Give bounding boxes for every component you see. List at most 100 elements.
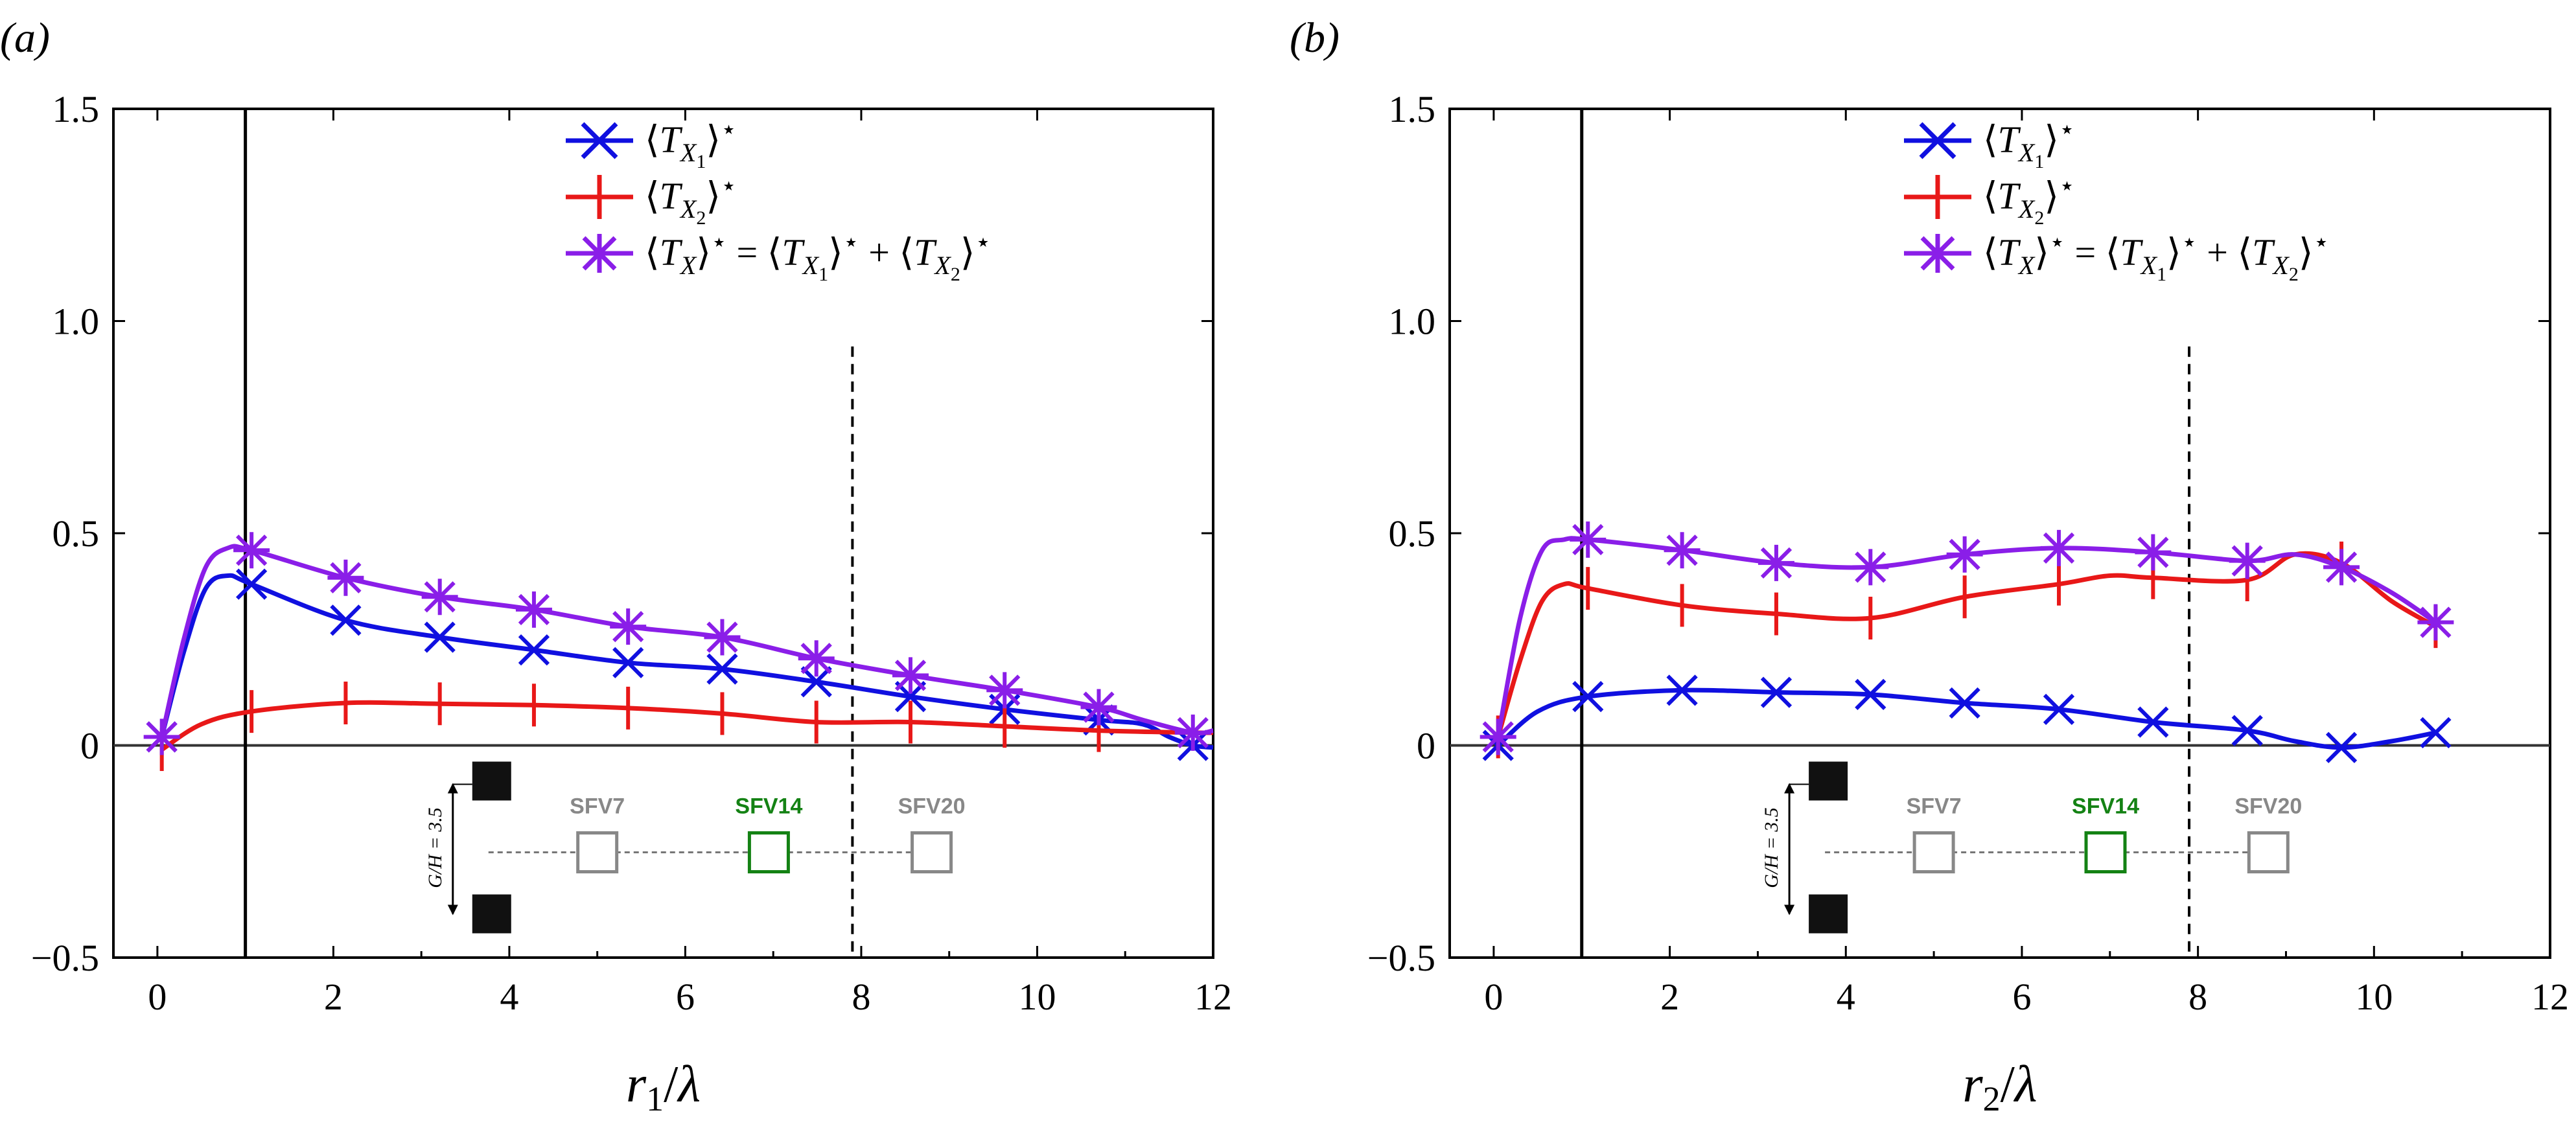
y-tick-label: 0: [1417, 725, 1435, 767]
marker-tx: [1852, 549, 1889, 586]
obstacle-top: [472, 761, 511, 801]
marker-tx: [1946, 536, 1983, 573]
x-tick-label: 10: [2355, 976, 2393, 1018]
legend-entry-tx2: ⟨TX2⟩⋆: [645, 171, 737, 229]
chart-panel-a: (a) 0 2 4 6 8 10 12 −0.5 0 0.5 1.0 1.5 r1/λ G/H = 3.5 S…: [0, 14, 1232, 1118]
marker-tx: [421, 579, 458, 616]
y-tick-label: −0.5: [1367, 937, 1435, 979]
gap-arrowhead-top: [1784, 783, 1795, 794]
x-tick-label: 8: [2188, 976, 2207, 1018]
marker-tx: [1174, 714, 1211, 751]
marker-tx: [798, 640, 835, 677]
marker-tx: [1664, 532, 1700, 569]
sfv-label: SFV20: [2234, 794, 2302, 819]
marker-tx: [233, 532, 270, 569]
sfv-box: [747, 831, 790, 873]
marker-tx1: [1855, 678, 1886, 711]
x-axis-label: r2/λ: [1962, 1056, 2037, 1118]
x-tick-label: 10: [1018, 976, 1056, 1018]
legend: ⟨TX1⟩⋆⟨TX2⟩⋆⟨TX⟩⋆ = ⟨TX1⟩⋆ + ⟨TX2⟩⋆: [1904, 115, 2330, 285]
legend-entry-tx1: ⟨TX1⟩⋆: [645, 115, 737, 172]
sfv-label: SFV14: [735, 794, 802, 819]
gap-arrowhead-top: [447, 783, 458, 794]
chart-panel-b: (b) 0 2 4 6 8 10 12 −0.5 0 0.5 1.0 1.5 r2/λ G/H = 3.5 S…: [1290, 14, 2569, 1118]
marker-tx: [327, 559, 364, 596]
series-line-tx2: [1496, 551, 2437, 738]
sfv-label: SFV14: [2072, 794, 2139, 819]
marker-tx1: [2137, 706, 2169, 738]
legend-entry-tx: ⟨TX⟩⋆ = ⟨TX1⟩⋆ + ⟨TX2⟩⋆: [645, 227, 992, 285]
x-tick-label: 0: [1484, 976, 1503, 1018]
marker-tx: [1570, 521, 1607, 558]
y-tick-label: 0.5: [1389, 512, 1436, 555]
gap-arrowhead-bottom: [447, 904, 458, 915]
series-line-tx: [159, 544, 1214, 738]
marker-tx: [610, 608, 647, 645]
series-tx2: [1496, 541, 2438, 759]
x-tick-label: 4: [500, 976, 518, 1018]
marker-tx1: [2043, 693, 2075, 725]
gap-label: G/H = 3.5: [1761, 807, 1782, 888]
series-line-tx2: [160, 700, 1214, 752]
sfv-box: [2247, 831, 2290, 873]
marker-tx: [2041, 529, 2078, 566]
legend-entry-tx2: ⟨TX2⟩⋆: [1983, 171, 2075, 229]
series-tx1: [146, 568, 1214, 761]
marker-tx: [2135, 534, 2172, 571]
inset-schematic: G/H = 3.5 SFV7 SFV14 SFV20: [1761, 761, 2302, 934]
marker-tx1: [1949, 687, 1980, 719]
gap-label: G/H = 3.5: [424, 807, 446, 888]
gap-arrowhead-bottom: [1784, 904, 1795, 915]
marker-tx: [143, 719, 180, 755]
legend-marker-tx2: [566, 175, 633, 219]
series-tx2: [159, 682, 1214, 772]
series-tx1: [1482, 674, 2452, 763]
legend-marker-tx2: [1904, 175, 1971, 219]
marker-tx: [892, 657, 929, 694]
sfv-box: [911, 831, 953, 873]
inset-schematic: G/H = 3.5 SFV7 SFV14 SFV20: [424, 761, 966, 934]
x-tick-label: 6: [676, 976, 695, 1018]
marker-tx1: [1572, 681, 1604, 713]
y-tick-label: 1.5: [1389, 88, 1436, 130]
marker-tx1: [424, 621, 456, 653]
marker-tx: [704, 619, 741, 656]
legend: ⟨TX1⟩⋆⟨TX2⟩⋆⟨TX⟩⋆ = ⟨TX1⟩⋆ + ⟨TX2⟩⋆: [566, 115, 992, 285]
obstacle-bottom: [472, 894, 511, 934]
y-tick-label: 1.0: [1389, 301, 1436, 343]
sfv-box: [576, 831, 619, 873]
marker-tx1: [2325, 731, 2358, 763]
marker-tx1: [2231, 715, 2263, 746]
x-tick-label: 12: [2531, 976, 2569, 1018]
x-tick-label: 0: [148, 976, 167, 1018]
x-tick-label: 12: [1194, 976, 1232, 1018]
panel-label: (b): [1290, 14, 1340, 62]
marker-tx1: [706, 653, 738, 685]
marker-tx1: [2420, 717, 2452, 748]
series-line-tx1: [1496, 687, 2437, 750]
marker-tx: [1758, 544, 1794, 581]
marker-tx: [2417, 604, 2454, 641]
x-tick-label: 2: [1660, 976, 1679, 1018]
sfv-label: SFV20: [898, 794, 966, 819]
marker-tx1: [1760, 676, 1793, 708]
marker-tx: [2229, 542, 2266, 579]
series-tx: [143, 532, 1214, 755]
y-tick-label: 0.5: [52, 512, 100, 555]
y-tick-label: 1.0: [52, 301, 100, 343]
sfv-box: [2084, 831, 2127, 873]
marker-tx: [515, 591, 552, 628]
legend-marker-tx: [566, 234, 633, 273]
marker-tx: [1080, 689, 1117, 726]
legend-entry-tx1: ⟨TX1⟩⋆: [1983, 115, 2075, 172]
marker-tx: [986, 672, 1023, 709]
legend-marker-tx1: [1904, 122, 1971, 159]
marker-tx1: [330, 604, 362, 636]
x-tick-label: 6: [2012, 976, 2031, 1018]
series-tx: [1479, 521, 2454, 755]
sfv-label: SFV7: [570, 794, 625, 819]
marker-tx: [2323, 549, 2360, 586]
x-axis-label: r1/λ: [626, 1056, 701, 1118]
legend-entry-tx: ⟨TX⟩⋆ = ⟨TX1⟩⋆ + ⟨TX2⟩⋆: [1983, 227, 2330, 285]
